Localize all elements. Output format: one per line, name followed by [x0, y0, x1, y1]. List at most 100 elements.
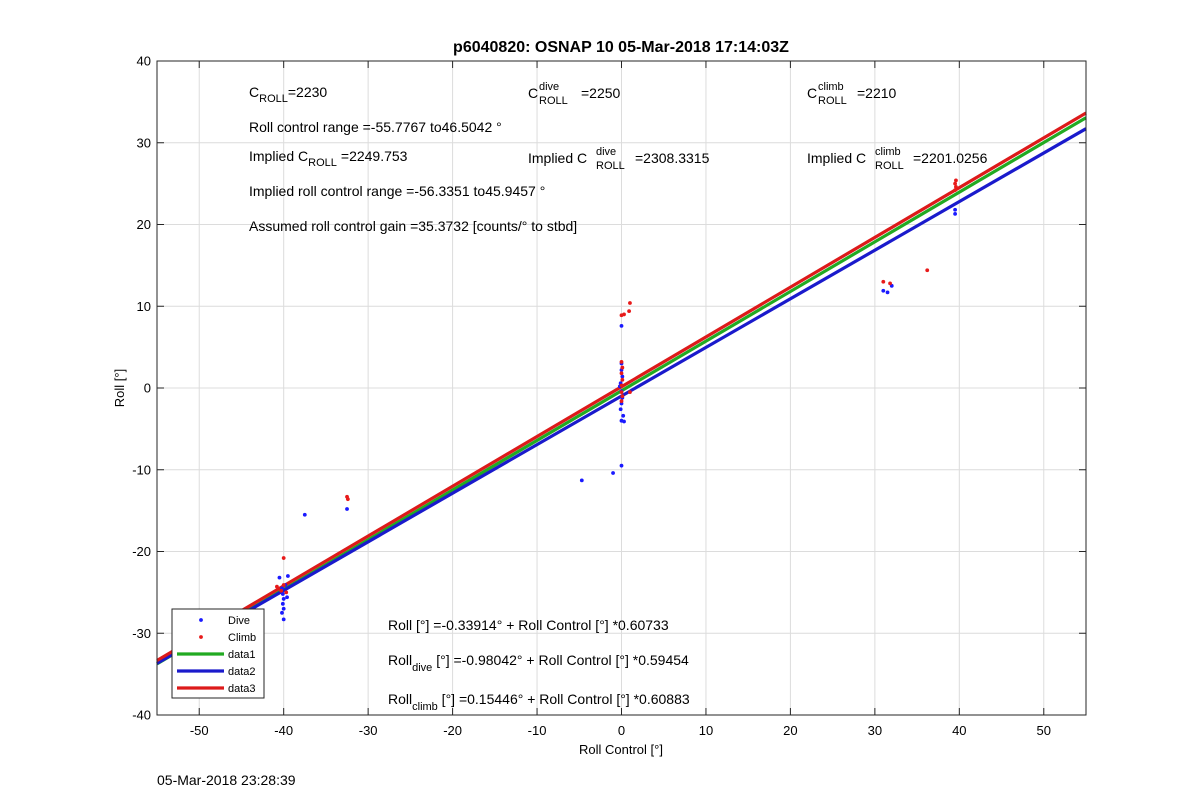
x-tick-label: -40 — [274, 723, 293, 738]
chart-title: p6040820: OSNAP 10 05-Mar-2018 17:14:03Z — [453, 39, 789, 56]
svg-text:=2201.0256: =2201.0256 — [913, 150, 988, 166]
x-tick-label: 10 — [699, 723, 713, 738]
y-tick-label: -10 — [132, 462, 151, 477]
point-climb — [627, 309, 632, 314]
svg-text:C: C — [528, 85, 538, 101]
y-tick-label: 0 — [144, 381, 151, 396]
footer-timestamp: 05-Mar-2018 23:28:39 — [157, 772, 296, 788]
point-climb — [279, 588, 284, 593]
point-dive — [619, 463, 624, 468]
svg-text:climb: climb — [875, 146, 901, 158]
annotation-roll-control-range: Roll control range =-55.7767 to46.5042 ° — [249, 119, 502, 135]
svg-text:ROLL: ROLL — [818, 95, 847, 107]
point-climb — [281, 583, 286, 587]
point-climb — [953, 181, 957, 186]
x-tick-label: -50 — [190, 723, 209, 738]
annotation-implied-c-roll-climb: Implied C climb ROLL =2201.0256 — [807, 146, 988, 172]
y-tick-label: 40 — [137, 54, 151, 69]
point-dive — [280, 592, 285, 596]
svg-text:dive: dive — [539, 81, 559, 93]
svg-text:=2250: =2250 — [581, 85, 621, 101]
y-tick-label: 30 — [137, 135, 151, 150]
y-tick-label: 20 — [137, 217, 151, 232]
point-climb — [619, 359, 624, 364]
annotation-fit-all: Roll [°] =-0.33914° + Roll Control [°] *… — [388, 617, 669, 633]
point-dive — [285, 595, 289, 600]
legend-marker-dive — [199, 618, 203, 622]
x-tick-label: -10 — [528, 723, 547, 738]
scatter-points — [197, 178, 958, 623]
point-climb — [345, 497, 350, 502]
annotation-fit-climb: Rollclimb [°] =0.15446° + Roll Control [… — [388, 691, 690, 713]
svg-text:ROLL: ROLL — [875, 160, 904, 172]
point-dive — [579, 478, 584, 483]
point-dive — [618, 407, 623, 412]
annotation-implied-c-roll: Implied CROLL =2249.753 — [249, 148, 408, 169]
annotation-fit-dive: Rolldive [°] =-0.98042° + Roll Control [… — [388, 652, 689, 674]
point-climb — [888, 281, 892, 286]
point-dive — [953, 211, 957, 216]
point-climb — [619, 371, 624, 376]
svg-text:dive: dive — [596, 146, 616, 158]
point-climb — [619, 399, 624, 403]
point-dive — [281, 606, 286, 611]
point-climb — [925, 268, 930, 273]
point-dive — [881, 288, 886, 293]
point-dive — [345, 507, 349, 511]
point-dive — [611, 471, 615, 475]
point-dive — [620, 374, 625, 379]
annotation-c-roll: CROLL=2230 — [249, 84, 327, 105]
point-climb — [620, 394, 625, 399]
point-dive — [302, 512, 307, 517]
point-climb — [284, 590, 289, 595]
annotation-assumed-gain: Assumed roll control gain =35.3732 [coun… — [249, 218, 577, 234]
point-climb — [954, 184, 958, 189]
point-dive — [953, 207, 957, 212]
svg-text:=2308.3315: =2308.3315 — [635, 150, 710, 166]
x-tick-label: 40 — [952, 723, 966, 738]
point-dive — [280, 610, 284, 615]
y-tick-label: -40 — [132, 708, 151, 723]
axis-ticks: -50 -40 -30 -20 -10 0 10 20 30 40 50 -40 -30 -20 -10 0 1… — [132, 54, 1086, 738]
point-climb — [281, 556, 286, 560]
legend-label: Dive — [228, 615, 250, 627]
point-dive — [621, 413, 626, 418]
svg-text:C: C — [807, 85, 817, 101]
point-climb — [881, 279, 886, 284]
point-climb — [275, 584, 279, 589]
svg-text:climb: climb — [818, 81, 844, 93]
point-climb — [619, 390, 624, 394]
legend-label: data2 — [228, 666, 256, 678]
point-climb — [628, 301, 632, 305]
y-axis-label: Roll [°] — [112, 369, 127, 407]
x-axis-label: Roll Control [°] — [579, 742, 663, 757]
x-tick-label: 30 — [868, 723, 882, 738]
legend: Dive Climb data1 data2 data3 — [171, 608, 265, 699]
y-tick-label: -20 — [132, 544, 151, 559]
point-climb — [620, 377, 625, 382]
legend-label: data1 — [228, 649, 256, 661]
x-tick-label: -30 — [359, 723, 378, 738]
point-dive — [885, 290, 890, 295]
point-climb — [954, 178, 958, 183]
annotation-implied-c-roll-dive: Implied C dive ROLL =2308.3315 — [528, 146, 710, 172]
x-tick-label: 20 — [783, 723, 797, 738]
legend-label: data3 — [228, 683, 256, 695]
point-climb — [628, 390, 632, 394]
legend-label: Climb — [228, 632, 256, 644]
legend-marker-climb — [199, 635, 203, 639]
point-climb — [622, 312, 626, 317]
y-tick-label: 10 — [137, 299, 151, 314]
point-dive — [277, 575, 282, 580]
point-dive — [281, 617, 286, 622]
x-tick-label: -20 — [443, 723, 462, 738]
svg-text:=2210: =2210 — [857, 85, 897, 101]
point-dive — [619, 323, 624, 328]
svg-text:Implied C: Implied C — [528, 150, 587, 166]
point-climb — [619, 383, 624, 388]
annotation-c-roll-dive: C dive ROLL =2250 — [528, 81, 621, 107]
annotation-implied-roll-control-range: Implied roll control range =-56.3351 to4… — [249, 183, 545, 199]
x-tick-label: 50 — [1037, 723, 1051, 738]
point-dive — [622, 419, 626, 424]
